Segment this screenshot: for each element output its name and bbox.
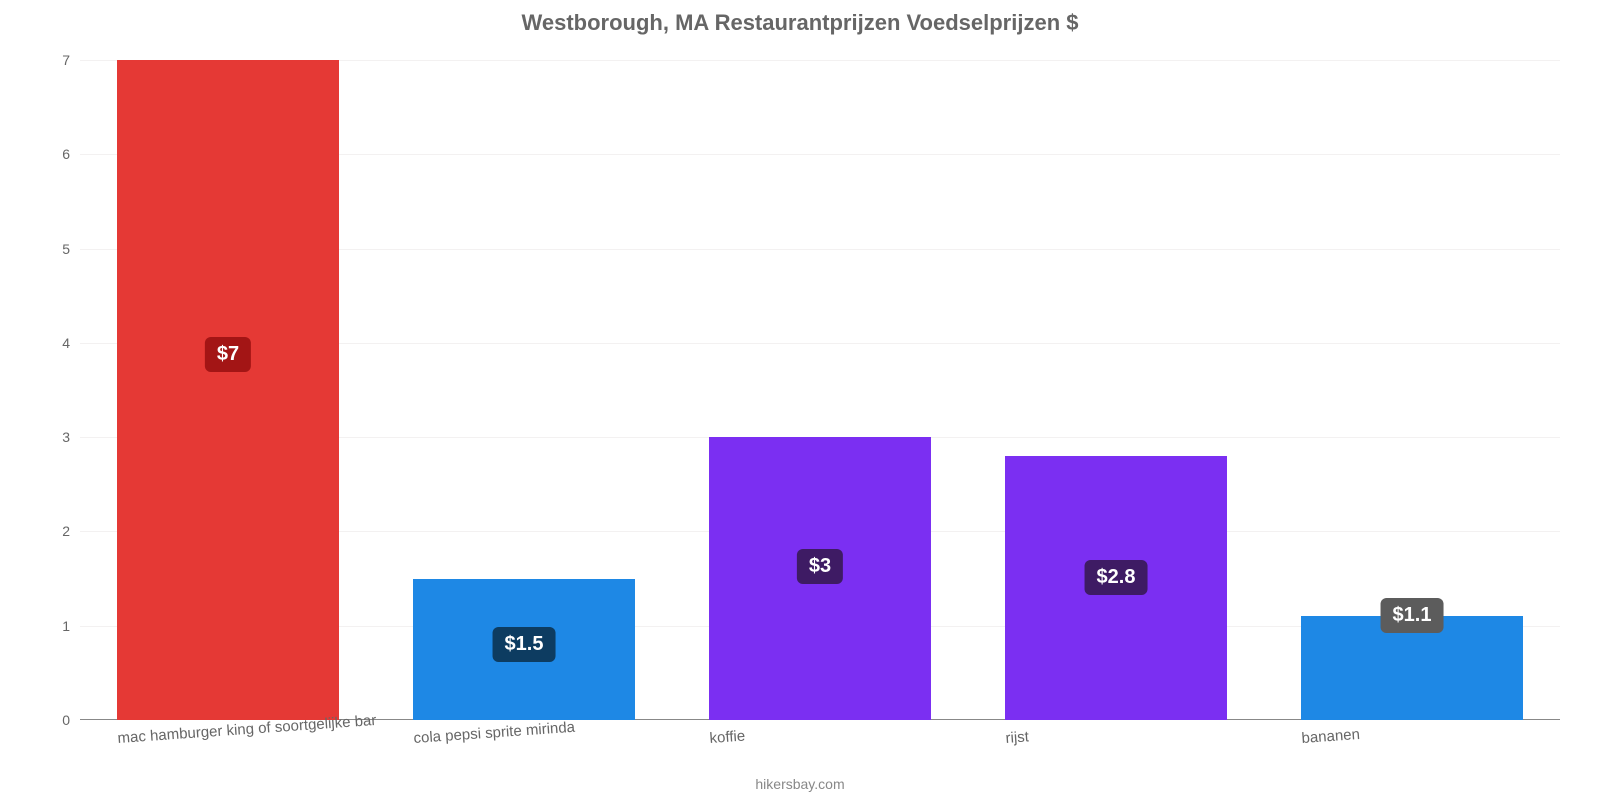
y-tick-label: 5 [62,241,70,257]
y-tick-label: 1 [62,618,70,634]
bar-value-label: $2.8 [1085,560,1148,595]
bar [117,60,339,720]
y-tick-label: 6 [62,146,70,162]
x-tick-label: cola pepsi sprite mirinda [413,719,576,747]
bar-value-label: $7 [205,337,251,372]
y-tick-label: 3 [62,429,70,445]
y-tick-label: 4 [62,335,70,351]
y-tick-label: 2 [62,523,70,539]
x-tick-label: koffie [709,728,746,747]
y-tick-label: 0 [62,712,70,728]
bar-value-label: $3 [797,549,843,584]
y-tick-label: 7 [62,52,70,68]
bar-value-label: $1.1 [1381,598,1444,633]
x-tick-label: bananen [1301,726,1360,747]
bar-value-label: $1.5 [493,627,556,662]
x-tick-label: rijst [1005,728,1029,747]
price-chart: Westborough, MA Restaurantprijzen Voedse… [0,0,1600,800]
chart-title: Westborough, MA Restaurantprijzen Voedse… [0,10,1600,36]
plot-area: 01234567$7mac hamburger king of soortgel… [80,60,1560,720]
chart-credit: hikersbay.com [0,776,1600,792]
